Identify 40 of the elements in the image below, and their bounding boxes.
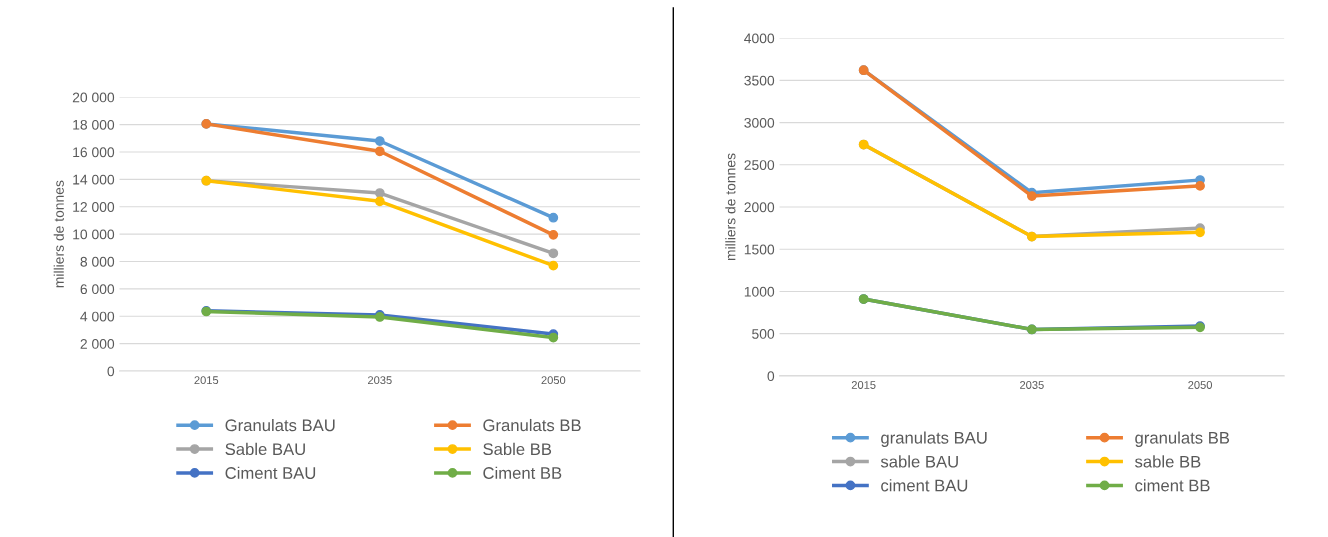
y-tick-label: 16 000 [73, 147, 115, 158]
legend-label: Sable BAU [225, 442, 305, 456]
y-tick-label: 8 000 [80, 256, 115, 267]
y-axis-title: milliers de tonnes [53, 180, 64, 288]
y-tick-label: 2000 [744, 202, 775, 213]
x-tick-label: 2050 [541, 376, 566, 385]
legend-label: Sable BB [483, 442, 552, 456]
y-tick-label: 2500 [744, 160, 775, 170]
legend-label: ciment BB [1135, 479, 1210, 492]
y-tick-label: 3500 [744, 75, 775, 86]
x-tick-label: 2015 [194, 376, 219, 385]
y-tick-label: 500 [752, 329, 775, 339]
y-axis-title: milliers de tonnes [725, 153, 736, 261]
x-tick-label: 2015 [851, 381, 876, 389]
y-tick-label: 12 000 [73, 202, 115, 212]
y-tick-label: 1000 [744, 286, 775, 297]
legend-label: sable BB [1135, 455, 1201, 468]
legend-label: Ciment BAU [225, 466, 316, 479]
y-tick-label: 4000 [744, 33, 775, 44]
y-tick-label: 14 000 [73, 174, 115, 185]
y-tick-label: 6 000 [80, 284, 115, 295]
x-tick-label: 2050 [1188, 381, 1212, 389]
y-tick-label: 18 000 [73, 119, 115, 130]
y-tick-label: 0 [767, 371, 775, 382]
legend-label: Granulats BAU [225, 418, 335, 432]
y-tick-label: 3000 [744, 117, 775, 128]
y-tick-label: 1500 [744, 244, 775, 255]
legend-label: granulats BAU [881, 431, 987, 447]
x-tick-label: 2035 [1020, 381, 1044, 389]
legend-label: Granulats BB [483, 418, 581, 432]
y-tick-label: 4 000 [80, 311, 115, 322]
legend-label: Ciment BB [483, 466, 562, 479]
y-tick-label: 20 000 [72, 92, 115, 103]
legend-label: granulats BB [1135, 431, 1230, 447]
x-tick-label: 2035 [368, 376, 392, 385]
y-tick-label: 0 [107, 366, 115, 377]
legend-label: sable BAU [880, 455, 958, 468]
y-tick-label: 2 000 [80, 339, 115, 349]
legend-label: ciment BAU [881, 479, 968, 492]
y-tick-label: 10 000 [73, 229, 115, 240]
